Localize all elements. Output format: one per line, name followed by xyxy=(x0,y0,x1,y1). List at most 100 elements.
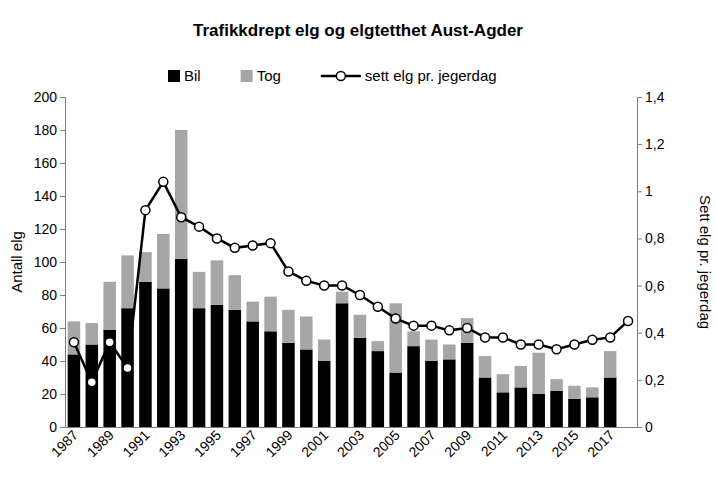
bar-series xyxy=(68,259,617,427)
tick: 1989 xyxy=(84,427,117,460)
tick-mark xyxy=(637,144,642,145)
tick: 0 xyxy=(49,419,65,435)
bar xyxy=(282,343,295,427)
tick-mark xyxy=(637,333,642,334)
bar xyxy=(372,341,385,351)
marker xyxy=(266,239,275,248)
bar xyxy=(497,374,510,392)
marker xyxy=(159,177,168,186)
tick: 0 xyxy=(637,419,653,435)
tick-label: 180 xyxy=(34,122,58,138)
tick: 1,2 xyxy=(637,136,665,152)
marker xyxy=(624,316,633,325)
tick: 60 xyxy=(41,320,65,336)
chart: Trafikkdrept elg og elgtetthet Aust-Agde… xyxy=(0,0,716,496)
tick: 1,4 xyxy=(637,89,665,105)
y2-axis-title: Sett elg pr. jegerdag xyxy=(697,195,714,329)
bar xyxy=(211,260,224,305)
marker xyxy=(123,364,132,373)
bar xyxy=(318,361,331,427)
tick-label: 0,4 xyxy=(645,325,665,341)
marker xyxy=(87,378,96,387)
tick: 120 xyxy=(34,221,65,237)
tick-label: 2011 xyxy=(478,427,511,460)
bar xyxy=(300,349,313,427)
bar xyxy=(211,305,224,427)
marker xyxy=(481,333,490,342)
tick: 2015 xyxy=(548,427,581,460)
bar xyxy=(300,316,313,349)
title: Trafikkdrept elg og elgtetthet Aust-Agde… xyxy=(193,21,523,40)
marker xyxy=(355,291,364,300)
tick-label: 2001 xyxy=(298,427,331,460)
tick: 1991 xyxy=(119,427,152,460)
tick: 2013 xyxy=(513,427,546,460)
bar xyxy=(121,255,134,308)
tick: 20 xyxy=(41,386,65,402)
tick-mark xyxy=(60,328,65,329)
bar-series xyxy=(68,130,617,399)
bar xyxy=(336,292,349,304)
bar xyxy=(193,308,206,427)
tick-label: 20 xyxy=(41,386,57,402)
tick-label: 2017 xyxy=(584,427,617,460)
bar xyxy=(86,345,99,428)
tick: 2003 xyxy=(334,427,367,460)
axis-line xyxy=(638,98,643,428)
legend-swatch xyxy=(168,70,180,82)
bar xyxy=(532,353,545,394)
legend-marker xyxy=(336,72,345,81)
marker xyxy=(69,338,78,347)
bar xyxy=(229,275,242,310)
tick: 1 xyxy=(637,183,653,199)
bar xyxy=(515,387,528,427)
marker xyxy=(588,335,597,344)
bar xyxy=(532,394,545,427)
tick-label: 100 xyxy=(34,254,58,270)
tick-mark xyxy=(60,229,65,230)
tick: 2017 xyxy=(584,427,617,460)
tick-label: 1997 xyxy=(227,427,260,460)
bar xyxy=(604,351,617,377)
marker xyxy=(302,276,311,285)
bar xyxy=(318,340,331,361)
legend-item: Tog xyxy=(241,67,281,84)
legend-item: Bil xyxy=(168,67,201,84)
tick-mark xyxy=(637,191,642,192)
tick: 140 xyxy=(34,188,65,204)
tick-mark xyxy=(60,361,65,362)
tick-mark xyxy=(637,286,642,287)
marker xyxy=(373,302,382,311)
tick-label: 60 xyxy=(41,320,57,336)
bar xyxy=(479,356,492,377)
legend-swatch xyxy=(241,70,253,82)
tick-label: 1987 xyxy=(48,427,81,460)
tick-label: 160 xyxy=(34,155,58,171)
tick-mark xyxy=(60,295,65,296)
x-axis: 1987198919911993199519971999200120032005… xyxy=(48,427,638,460)
tick-label: 1999 xyxy=(262,427,295,460)
tick-mark xyxy=(60,163,65,164)
marker xyxy=(552,345,561,354)
bar xyxy=(461,343,474,427)
bar xyxy=(425,340,438,361)
tick-label: 0 xyxy=(645,419,653,435)
tick-label: 200 xyxy=(34,89,58,105)
bar xyxy=(604,378,617,428)
tick: 0,8 xyxy=(637,230,665,246)
bar xyxy=(264,297,277,332)
tick-mark xyxy=(60,394,65,395)
tick-label: 0 xyxy=(49,419,57,435)
tick-label: 140 xyxy=(34,188,58,204)
bar xyxy=(372,351,385,427)
tick: 1993 xyxy=(155,427,188,460)
tick: 0,4 xyxy=(637,325,665,341)
tick: 180 xyxy=(34,122,65,138)
tick-label: 1995 xyxy=(191,427,224,460)
marker xyxy=(498,333,507,342)
tick-label: 1,4 xyxy=(645,89,665,105)
tick: 100 xyxy=(34,254,65,270)
bar xyxy=(246,302,259,322)
marker xyxy=(284,267,293,276)
tick-label: 2003 xyxy=(334,427,367,460)
